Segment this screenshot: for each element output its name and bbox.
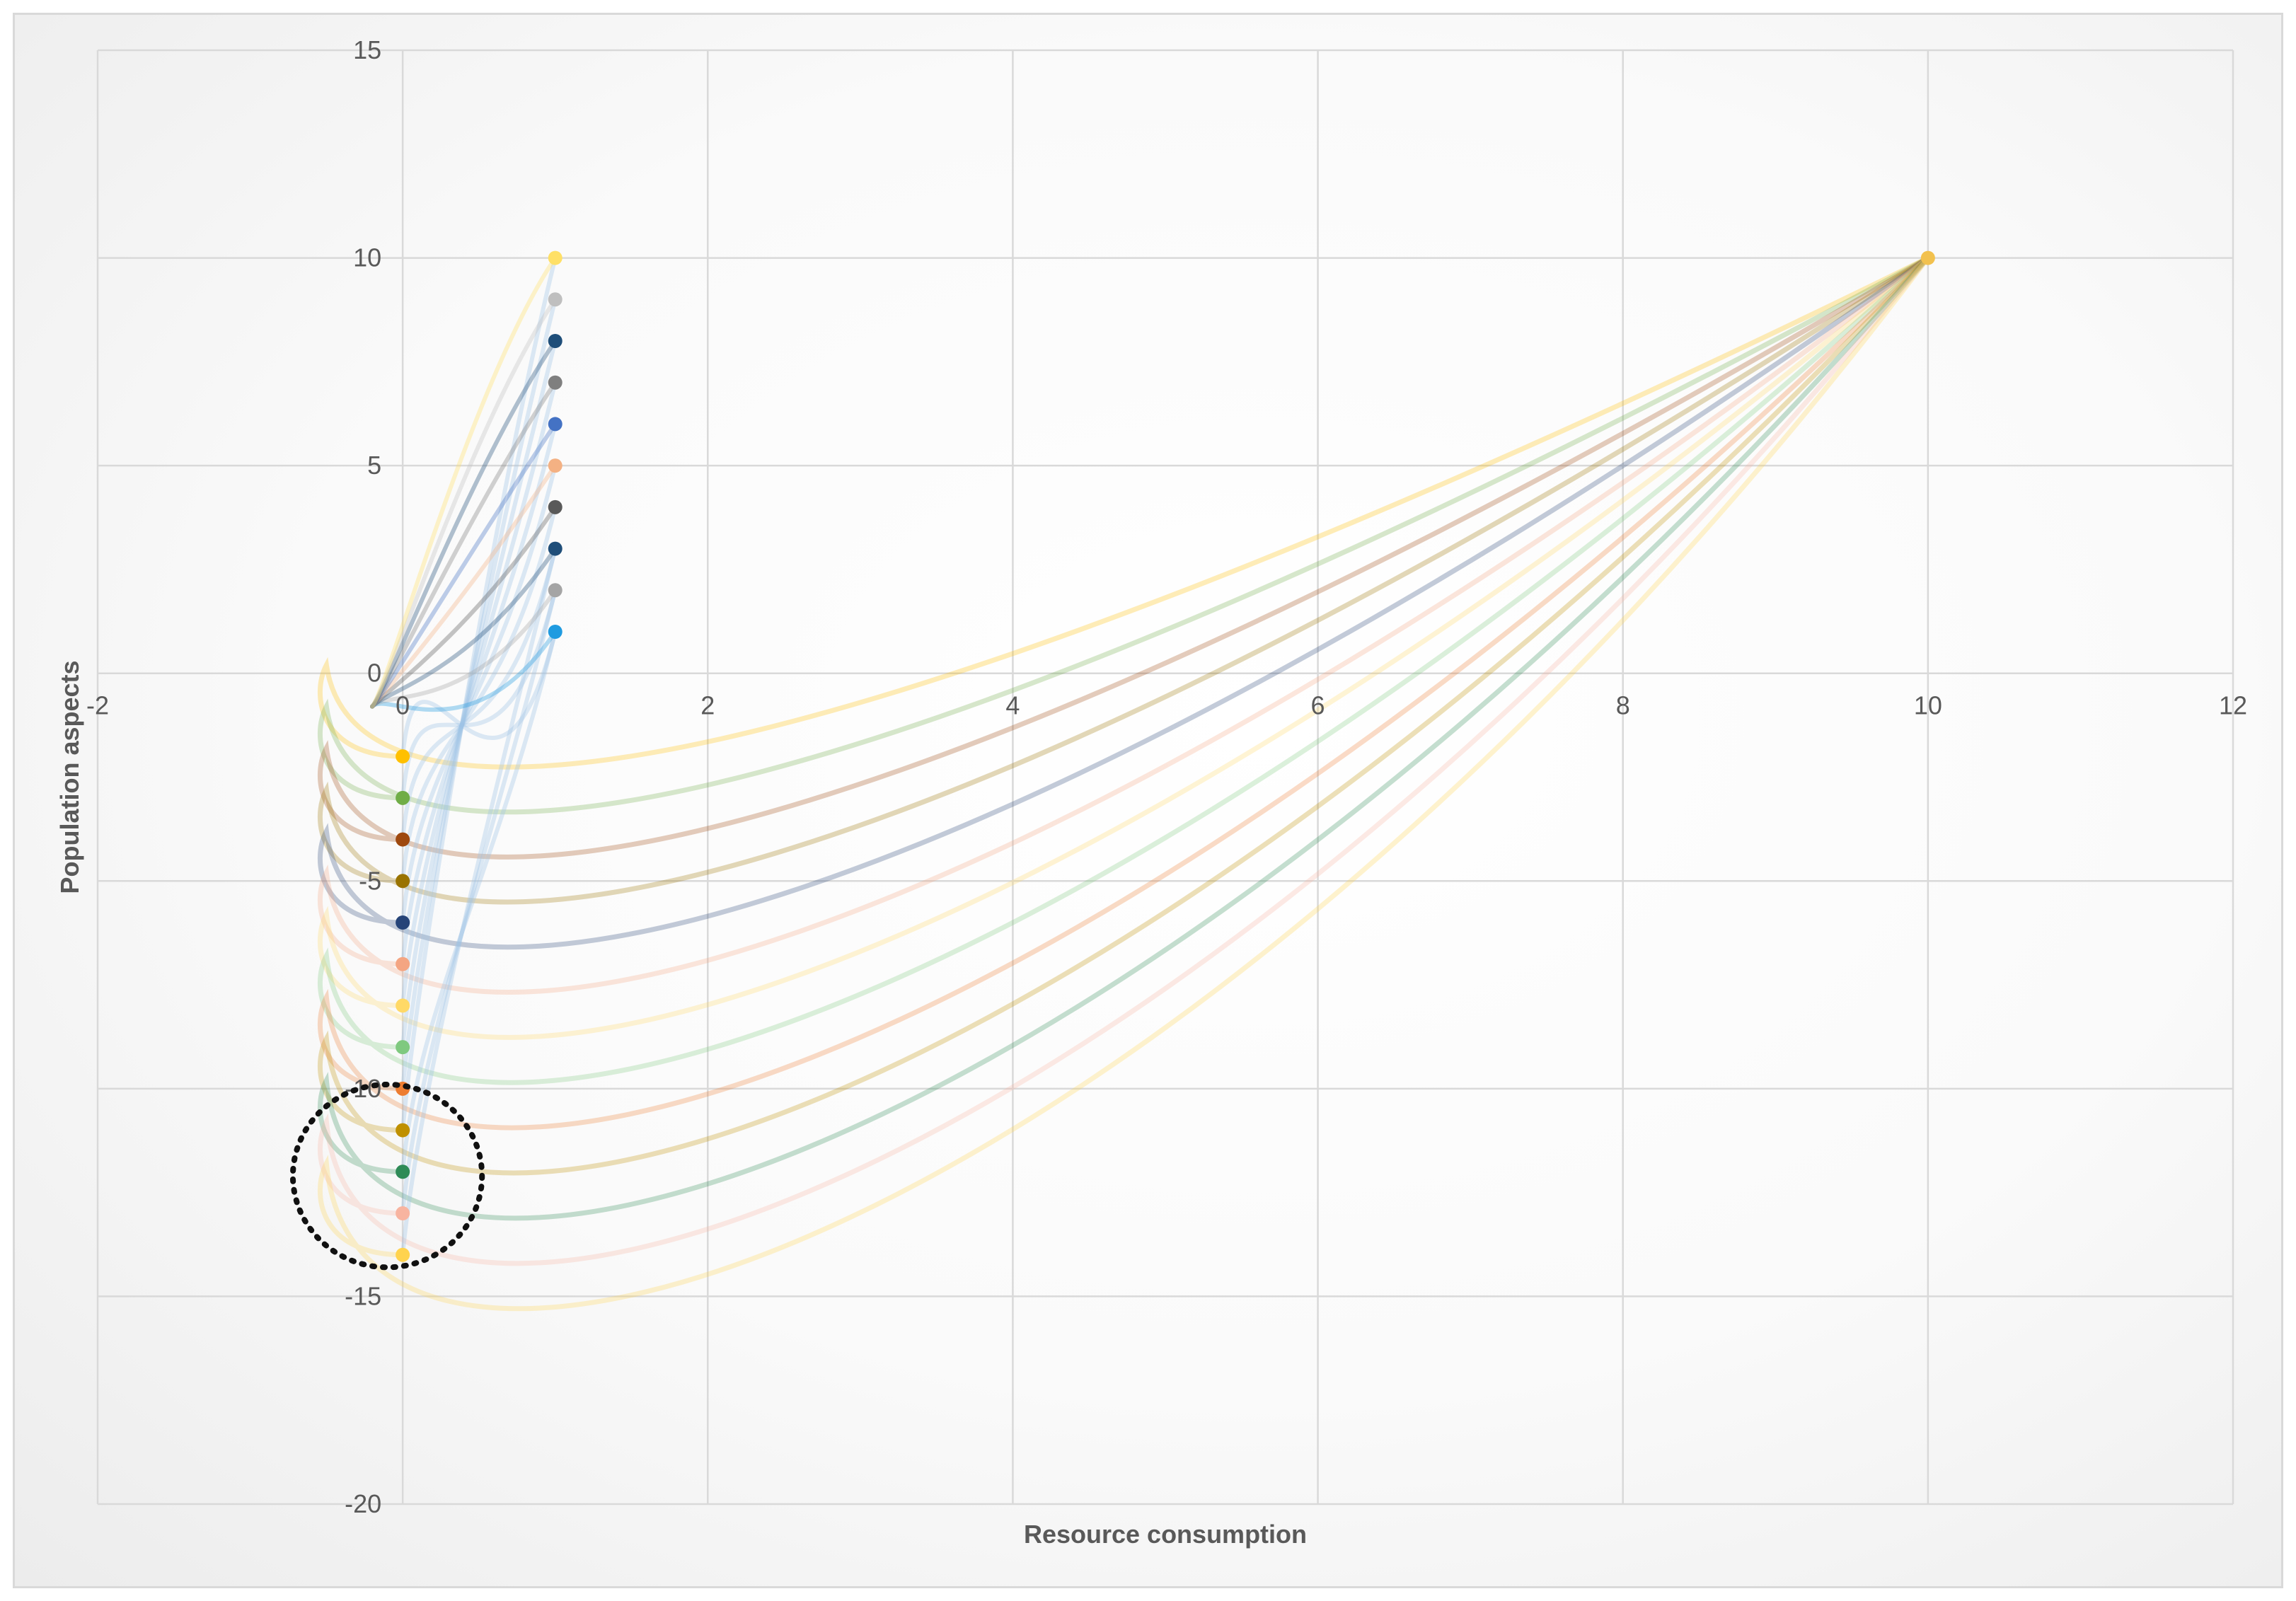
point-left-5 [396, 956, 410, 971]
curve-right-origin-4 [370, 463, 558, 709]
curve-to-common-12 [317, 255, 1931, 1312]
highlight-circle [289, 1081, 485, 1271]
curve-right-origin-0 [370, 630, 558, 712]
point-left-0 [396, 749, 410, 764]
curve-to-common-0 [317, 255, 1931, 770]
y-tick-label-1: -15 [345, 1281, 381, 1310]
x-axis-title: Resource consumption [1024, 1520, 1307, 1549]
curve-to-right-6 [400, 380, 558, 1008]
point-left-11 [396, 1206, 410, 1220]
x-tick-label-7: 12 [2219, 691, 2247, 720]
curve-to-right-10 [400, 630, 558, 1174]
curve-to-common-6 [317, 255, 1931, 1040]
curve-right-origin-8 [370, 297, 558, 709]
point-left-9 [396, 1123, 410, 1138]
point-right-9 [548, 250, 563, 265]
point-left-6 [396, 998, 410, 1013]
curve-right-origin-2 [370, 546, 558, 709]
x-tick-label-0: -2 [86, 691, 109, 720]
curve-right-origin-6 [370, 380, 558, 709]
curve-to-right-0 [400, 630, 558, 759]
curve-to-right-11 [400, 588, 558, 1215]
curve-to-common-7 [317, 255, 1931, 1085]
point-right-6 [548, 375, 563, 390]
curve-to-common-4 [317, 255, 1931, 950]
curve-to-common-9 [317, 255, 1931, 1176]
curve-to-common-2 [317, 255, 1931, 860]
curve-to-right-2 [400, 546, 558, 842]
y-tick-label-3: -5 [359, 866, 381, 895]
y-tick-label-6: 10 [353, 243, 381, 272]
y-axis-title: Population aspects [55, 660, 84, 894]
curve-to-right-3 [400, 504, 558, 884]
point-left-3 [396, 874, 410, 889]
point-left-12 [396, 1247, 410, 1262]
point-left-7 [396, 1040, 410, 1055]
curve-to-right-12 [400, 546, 558, 1257]
point-right-1 [548, 583, 563, 598]
y-tick-label-7: 15 [353, 35, 381, 64]
point-right-4 [548, 458, 563, 473]
curve-right-origin-3 [370, 504, 558, 709]
y-tick-label-4: 0 [367, 659, 381, 688]
curve-right-origin-5 [370, 422, 558, 709]
curve-right-origin-7 [370, 339, 558, 709]
curve-to-common-3 [317, 255, 1931, 905]
curve-to-right-9 [400, 255, 558, 1133]
curve-right-origin-9 [370, 255, 558, 709]
curve-to-common-5 [317, 255, 1931, 995]
chart-frame: -2 0 2 4 6 8 10 12 -20 -15 -10 -5 0 5 10 15 Resource co… [13, 13, 2283, 1588]
point-right-5 [548, 417, 563, 432]
point-common [1920, 250, 1935, 265]
grid-lines [96, 49, 2234, 1505]
point-left-10 [396, 1164, 410, 1179]
curve-to-common-11 [317, 255, 1931, 1266]
data-points [396, 250, 1935, 1262]
connector-curves [317, 255, 1931, 1312]
point-left-4 [396, 915, 410, 930]
curve-to-common-1 [317, 255, 1931, 815]
x-tick-label-6: 10 [1914, 691, 1942, 720]
curve-to-common-8 [317, 255, 1931, 1131]
curve-to-right-5 [400, 422, 558, 966]
curve-to-right-7 [400, 339, 558, 1050]
x-tick-label-2: 2 [700, 691, 715, 720]
point-right-8 [548, 292, 563, 307]
x-tick-label-5: 8 [1616, 691, 1630, 720]
point-right-3 [548, 499, 563, 514]
point-right-0 [548, 625, 563, 639]
curve-right-origin-1 [370, 588, 558, 709]
curve-to-right-4 [400, 463, 558, 925]
x-tick-label-3: 4 [1005, 691, 1020, 720]
point-right-7 [548, 334, 563, 348]
annotations [289, 1081, 485, 1271]
point-left-2 [396, 832, 410, 847]
x-tick-label-4: 6 [1311, 691, 1325, 720]
curve-to-right-8 [400, 297, 558, 1091]
curve-to-common-10 [317, 255, 1931, 1221]
point-right-2 [548, 541, 563, 556]
y-tick-label-5: 5 [367, 451, 381, 480]
curve-to-right-1 [400, 588, 558, 800]
y-tick-label-0: -20 [345, 1489, 381, 1518]
point-left-1 [396, 790, 410, 805]
x-tick-label-1: 0 [396, 691, 410, 720]
